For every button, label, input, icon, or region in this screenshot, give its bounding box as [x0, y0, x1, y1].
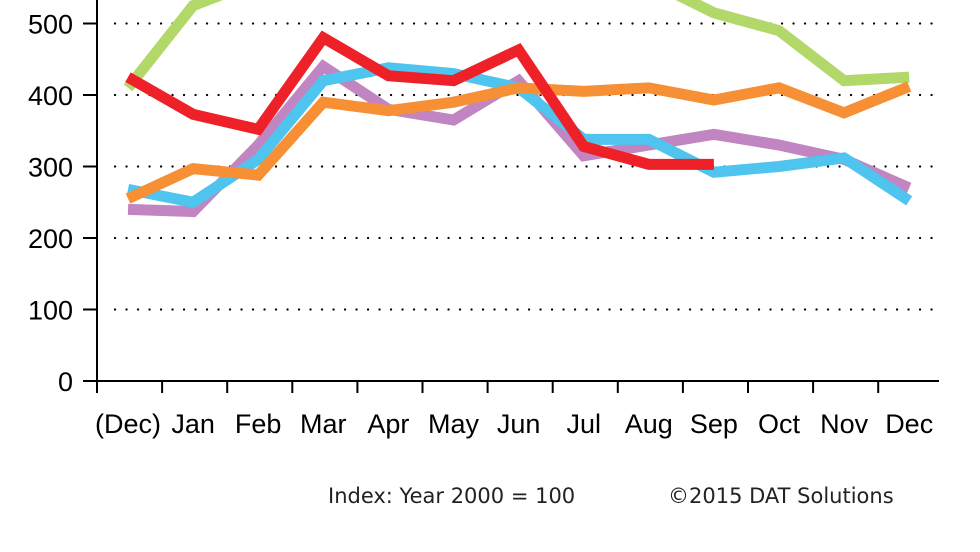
x-tick-label: (Dec) — [95, 409, 161, 439]
x-tick-label: Jan — [171, 409, 215, 439]
x-tick-label: Apr — [367, 409, 409, 439]
x-tick-label: Feb — [235, 409, 282, 439]
axes — [83, 0, 939, 393]
index-note: Index: Year 2000 = 100 — [328, 484, 576, 508]
series-line-1 — [675, 0, 910, 87]
y-tick-label: 300 — [28, 153, 73, 183]
x-tick-labels: (Dec) Jan Feb Mar Apr May Jun Jul Aug Sep Oct Nov De… — [95, 409, 933, 439]
y-tick-label: 100 — [28, 296, 73, 326]
x-tick-label: Mar — [300, 409, 347, 439]
copyright-text: ©2015 DAT Solutions — [668, 484, 894, 508]
x-tick-label: Jul — [566, 409, 601, 439]
series-line-2 — [127, 59, 912, 218]
x-tick-label: Jun — [497, 409, 541, 439]
chart-footer: Index: Year 2000 = 100 ©2015 DAT Solutio… — [0, 484, 980, 514]
series-group — [123, 0, 913, 218]
x-tick-label: Nov — [820, 409, 869, 439]
series-line-5 — [125, 30, 714, 170]
y-tick-labels: 0 100 200 300 400 500 — [28, 10, 73, 398]
y-tick-label: 400 — [28, 81, 73, 111]
y-tick-label: 200 — [28, 224, 73, 254]
x-tick-label: Oct — [758, 409, 801, 439]
series-line-4 — [125, 81, 912, 204]
series-line-1 — [123, 0, 224, 92]
x-tick-label: Dec — [885, 409, 933, 439]
y-tick-label: 500 — [28, 10, 73, 40]
y-tick-label: 0 — [58, 367, 73, 397]
x-tick-label: May — [428, 409, 480, 439]
x-tick-label: Aug — [625, 409, 673, 439]
line-chart: 0 100 200 300 400 500 (Dec) Jan Feb Mar Apr May Jun… — [28, 0, 941, 439]
x-tick-label: Sep — [690, 409, 738, 439]
